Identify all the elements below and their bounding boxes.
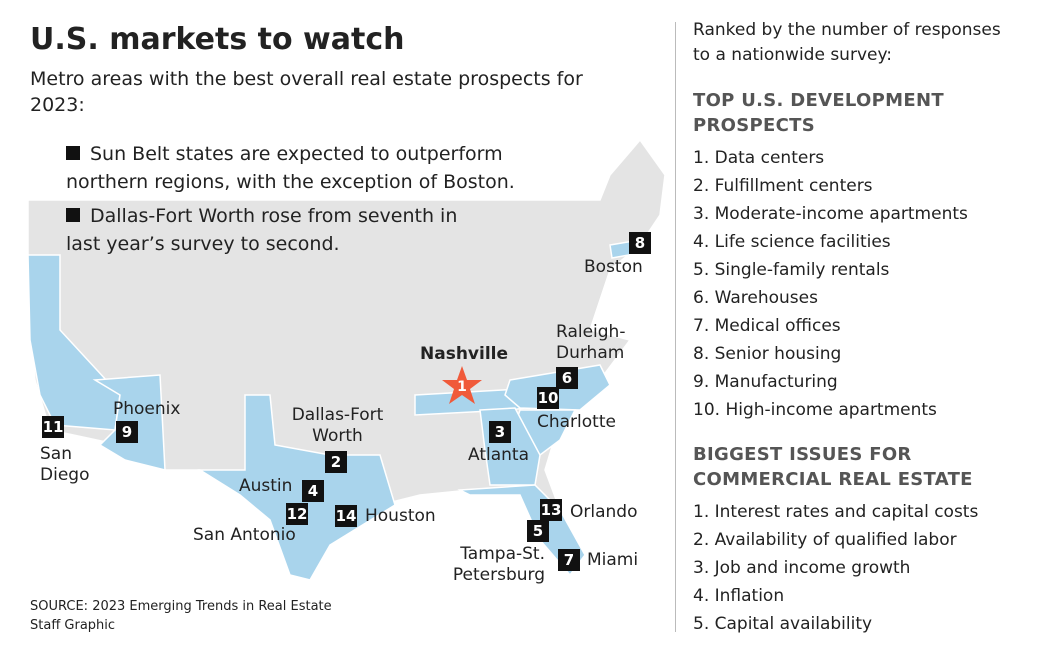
list-item: 9. Manufacturing (693, 372, 838, 392)
marker-rank: 10 (537, 387, 559, 409)
marker-rank: 9 (116, 421, 138, 443)
marker-rank: 13 (540, 499, 562, 521)
list-item: 6. Warehouses (693, 288, 818, 308)
marker-label: Charlotte (537, 412, 616, 432)
marker-label: Austin (239, 476, 293, 496)
section-title: BIGGEST ISSUES FOR COMMERCIAL REAL ESTAT… (693, 444, 973, 490)
note: Sun Belt states are expected to outperfo… (66, 140, 551, 196)
list-item: 5. Capital availability (693, 614, 873, 634)
list-item: 2. Availability of qualified labor (693, 530, 957, 550)
divider (675, 22, 676, 632)
marker-rank: 8 (629, 232, 651, 254)
marker-rank: 4 (302, 480, 324, 502)
marker-rank: 7 (558, 549, 580, 571)
list-item: 4. Life science facilities (693, 232, 891, 252)
list-item: 5. Single-family rentals (693, 260, 890, 280)
star-marker (442, 366, 482, 404)
marker-label: Miami (587, 550, 639, 570)
list-item: 7. Medical offices (693, 316, 841, 336)
marker-label: Boston (584, 257, 643, 277)
section-title: TOP U.S. DEVELOPMENT PROSPECTS (693, 90, 944, 136)
note-text: Dallas-Fort Worth rose from seventh in l… (66, 205, 458, 255)
list-item: 4. Inflation (693, 586, 785, 606)
marker-label: Houston (365, 506, 436, 526)
marker-rank: 6 (556, 367, 578, 389)
marker-rank: 11 (42, 416, 64, 438)
list-item: 3. Moderate-income apartments (693, 204, 968, 224)
marker-rank: 5 (527, 520, 549, 542)
note-text: Sun Belt states are expected to outperfo… (66, 143, 515, 193)
marker-label: Tampa-St. Petersburg (452, 544, 545, 585)
marker-rank: 1 (457, 379, 467, 395)
marker-rank: 3 (489, 421, 511, 443)
list-item: 8. Senior housing (693, 344, 842, 364)
marker-label: Orlando (570, 502, 638, 522)
marker-rank: 12 (286, 503, 308, 525)
list-item: 1. Data centers (693, 148, 825, 168)
marker-label: Raleigh-Durham (556, 322, 626, 363)
list-item: 10. High-income apartments (693, 400, 937, 420)
list-item: 1. Interest rates and capital costs (693, 502, 979, 522)
sidebar-sections: TOP U.S. DEVELOPMENT PROSPECTS 1. Data ce… (693, 88, 1033, 638)
marker-label: Nashville (420, 344, 509, 364)
list-item: 2. Fulfillment centers (693, 176, 873, 196)
marker-label: San Antonio (193, 525, 296, 545)
note: Dallas-Fort Worth rose from seventh in l… (66, 202, 496, 258)
sidebar-intro: Ranked by the number of responses to a n… (693, 20, 1001, 65)
subtitle: Metro areas with the best overall real e… (30, 68, 583, 116)
source: SOURCE: 2023 Emerging Trends in Real Est… (30, 599, 332, 614)
marker-label: Phoenix (113, 399, 181, 419)
marker-rank: 2 (325, 451, 347, 473)
marker-rank: 14 (335, 505, 357, 527)
marker-label: San Diego (40, 444, 90, 485)
marker-label: Atlanta (468, 445, 529, 465)
title: U.S. markets to watch (30, 22, 405, 57)
marker-label: Dallas-Fort Worth (291, 405, 384, 446)
map: 1 (27, 138, 666, 581)
list-item: 3. Job and income growth (693, 558, 911, 578)
texas (197, 394, 396, 581)
credit: Staff Graphic (30, 618, 116, 633)
